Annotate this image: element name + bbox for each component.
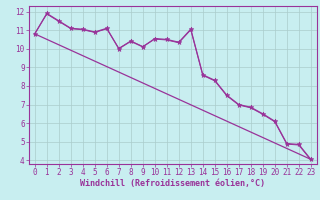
X-axis label: Windchill (Refroidissement éolien,°C): Windchill (Refroidissement éolien,°C) <box>80 179 265 188</box>
